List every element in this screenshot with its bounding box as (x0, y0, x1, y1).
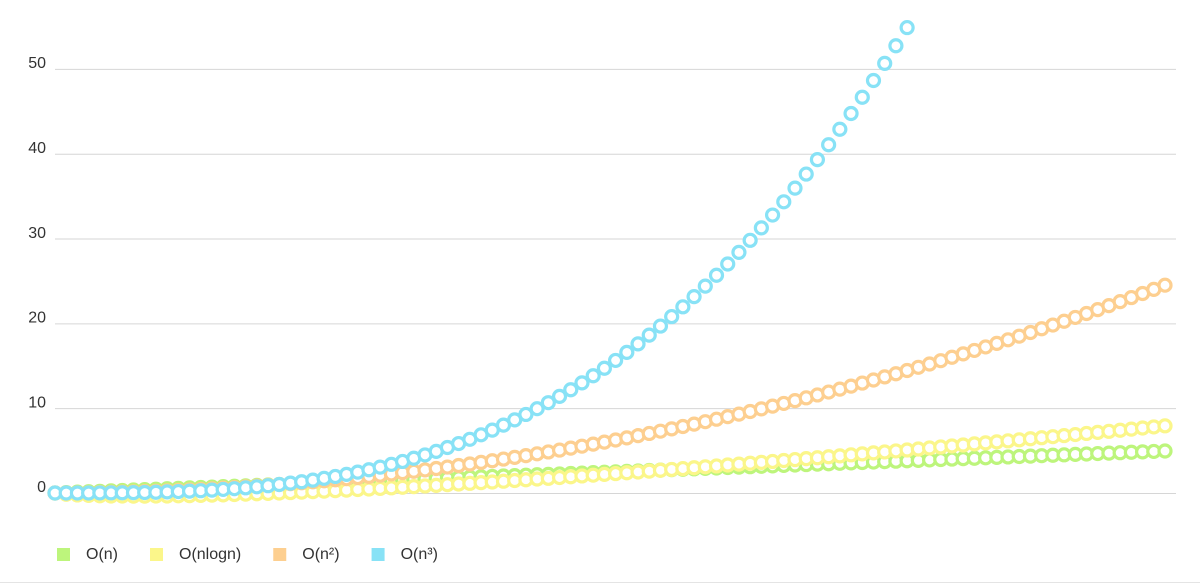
point (585, 368, 601, 384)
series (47, 277, 1173, 501)
grid: 0 10 20 30 40 50 (28, 55, 1176, 496)
point (809, 152, 826, 168)
point (708, 267, 725, 283)
point (619, 344, 635, 360)
point (540, 395, 556, 411)
point (798, 166, 814, 182)
point (753, 220, 769, 236)
point (518, 406, 534, 423)
point (854, 89, 870, 105)
y-tick-label: 10 (28, 394, 46, 411)
point (1157, 418, 1173, 434)
legend-label: O(n) (86, 546, 118, 563)
point (529, 401, 545, 417)
point (720, 256, 736, 272)
point (686, 289, 702, 305)
legend-swatch (273, 548, 287, 561)
point (664, 308, 680, 325)
point (888, 38, 904, 54)
point (630, 336, 646, 352)
point (1157, 443, 1173, 459)
point (608, 352, 624, 369)
y-tick-label: 30 (28, 225, 46, 242)
point (574, 375, 590, 391)
point (843, 105, 859, 122)
point (596, 360, 612, 376)
y-tick-label: 50 (28, 55, 46, 72)
legend-label: O(nlogn) (179, 546, 241, 563)
point (776, 194, 792, 210)
point (764, 207, 781, 223)
point (697, 278, 713, 294)
series (47, 19, 915, 501)
point (551, 388, 568, 404)
legend-swatch (150, 548, 163, 561)
point (652, 318, 669, 334)
point (742, 232, 758, 248)
point (899, 19, 915, 36)
legend-label: O(n²) (302, 546, 339, 563)
legend-label: O(n³) (401, 546, 438, 563)
point (877, 55, 893, 71)
legend: O(n) O(nlogn) O(n²) O(n³) (57, 546, 438, 563)
point (641, 327, 657, 343)
y-tick-label: 40 (28, 140, 46, 157)
point (821, 137, 837, 153)
point (787, 180, 803, 196)
y-tick-label: 20 (28, 310, 46, 327)
plot-area (47, 19, 1173, 504)
point (865, 72, 882, 89)
point (731, 244, 747, 260)
point (832, 121, 848, 137)
legend-swatch (57, 548, 70, 561)
point (1157, 277, 1173, 293)
y-tick-label: 0 (37, 479, 46, 496)
point (675, 299, 691, 315)
point (563, 382, 579, 398)
legend-swatch (371, 548, 385, 561)
